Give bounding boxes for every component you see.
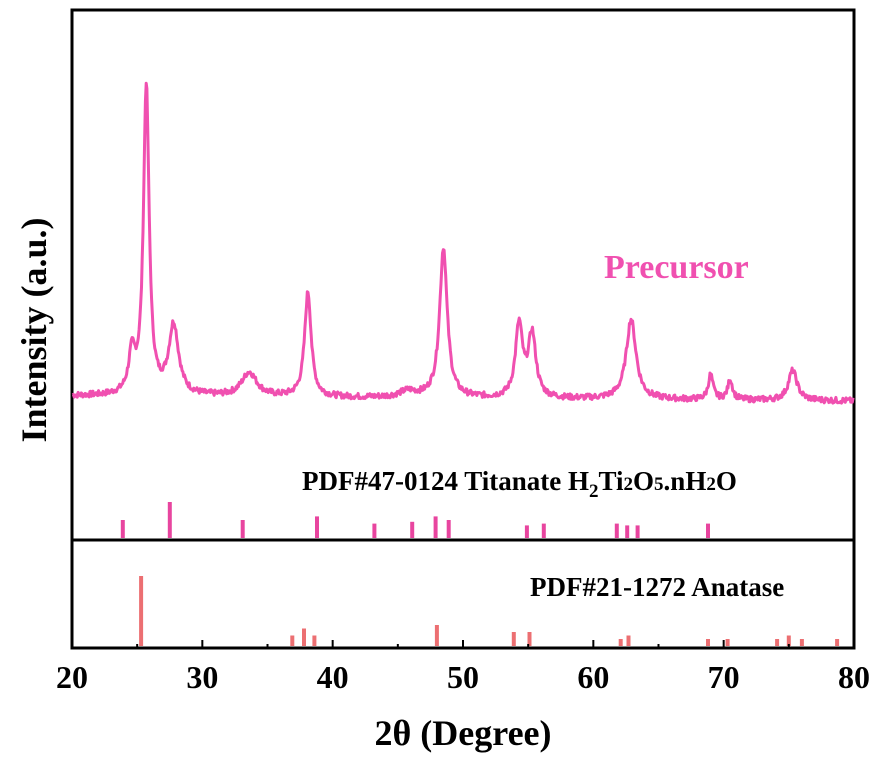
anatase-line-5 — [511, 632, 516, 646]
titanate-line-3 — [315, 516, 319, 538]
precursor-series — [71, 81, 855, 405]
x-tick-label-60: 60 — [577, 659, 609, 695]
titanate-line-10 — [614, 523, 619, 538]
x-tick-label-30: 30 — [186, 659, 218, 695]
y-axis-label: Intensity (a.u.) — [14, 217, 54, 442]
titanate-line-4 — [372, 523, 377, 538]
anatase-line-7 — [618, 639, 623, 646]
titanate-line-5 — [410, 521, 415, 538]
x-axis-label: 2θ (Degree) — [374, 713, 551, 753]
anatase-line-1 — [290, 635, 295, 646]
precursor-label: Precursor — [604, 249, 749, 286]
precursor-pattern-line — [71, 81, 855, 405]
titanate-label: PDF#47-0124 Titanate H2Ti2O5.nH2O — [302, 466, 737, 502]
anatase-line-8 — [626, 635, 631, 646]
x-tick-label-20: 20 — [56, 659, 88, 695]
x-tick-label-50: 50 — [447, 659, 479, 695]
x-tick-label-80: 80 — [838, 659, 870, 695]
titanate-line-7 — [446, 520, 451, 538]
anatase-line-6 — [527, 632, 532, 646]
anatase-line-4 — [434, 625, 439, 646]
titanate-line-0 — [120, 520, 125, 538]
titanate-line-8 — [524, 525, 529, 538]
titanate-line-11 — [625, 525, 630, 538]
titanate-line-6 — [433, 516, 438, 538]
anatase-line-9 — [706, 639, 710, 646]
anatase-line-10 — [725, 639, 730, 646]
titanate-reference-lines — [120, 502, 710, 538]
anatase-line-0 — [139, 576, 144, 646]
anatase-line-13 — [799, 639, 804, 646]
anatase-line-2 — [302, 628, 306, 646]
anatase-line-14 — [835, 639, 840, 646]
titanate-line-9 — [541, 523, 546, 538]
anatase-label: PDF#21-1272 Anatase — [530, 572, 784, 602]
anatase-reference-lines — [139, 576, 840, 646]
titanate-line-12 — [635, 525, 640, 538]
anatase-line-11 — [775, 639, 780, 646]
x-tick-label-40: 40 — [317, 659, 349, 695]
anatase-line-12 — [786, 635, 791, 646]
anatase-line-3 — [312, 635, 317, 646]
titanate-line-2 — [240, 520, 245, 538]
titanate-line-13 — [706, 523, 710, 538]
x-axis-ticks: 20 30 40 50 60 70 80 — [56, 640, 870, 695]
titanate-line-1 — [167, 502, 172, 538]
x-tick-label-70: 70 — [708, 659, 740, 695]
